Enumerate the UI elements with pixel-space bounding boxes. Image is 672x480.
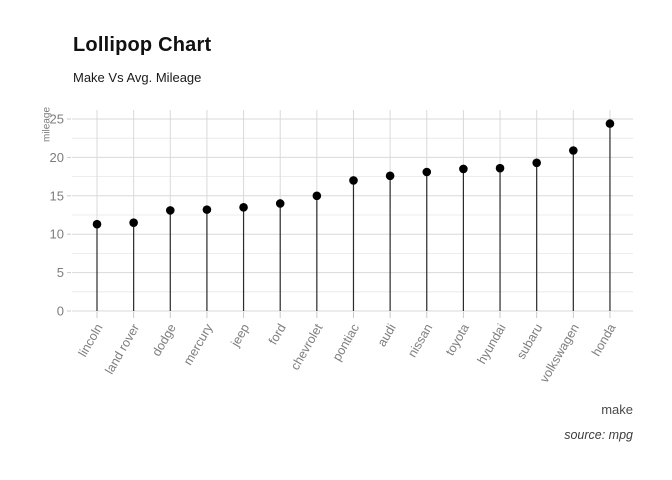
lollipop-dot: [495, 163, 505, 173]
y-tick-label: 0: [57, 304, 64, 319]
lollipop-dot: [459, 164, 468, 174]
x-tick-label: pontiac: [330, 322, 362, 364]
x-tick-label: volkswagen: [537, 321, 582, 385]
x-tick-label: subaru: [514, 321, 545, 361]
x-tick-label: chevrolet: [288, 321, 326, 372]
y-axis-title: mileage: [41, 106, 53, 143]
x-tick-label: dodge: [149, 321, 179, 358]
lollipop-dot: [239, 203, 248, 212]
lollipop-dot: [349, 176, 358, 185]
x-tick-label: honda: [589, 321, 619, 358]
x-tick-label: jeep: [228, 321, 252, 349]
lollipop-dot: [569, 146, 578, 155]
x-tick-label: nissan: [405, 321, 435, 359]
x-tick-label: mercury: [181, 321, 216, 368]
x-tick-label: ford: [266, 321, 289, 347]
x-tick-label: lincoln: [76, 321, 106, 359]
lollipop-dot: [605, 119, 615, 128]
x-tick-label: land rover: [102, 322, 142, 377]
lollipop-dot: [165, 206, 175, 215]
y-tick-label: 20: [50, 150, 64, 165]
y-tick-label: 15: [50, 188, 64, 203]
x-tick-label: audi: [375, 322, 399, 349]
y-tick-label: 10: [50, 227, 64, 242]
lollipop-dot: [422, 167, 432, 177]
y-tick-label: 5: [57, 265, 64, 280]
lollipop-dot: [92, 219, 102, 229]
lollipop-dot: [532, 158, 541, 168]
lollipop-dot: [129, 218, 138, 227]
y-tick-label: 25: [50, 112, 64, 127]
x-tick-label: toyota: [443, 321, 472, 358]
page-subtitle: Make Vs Avg. Mileage: [73, 70, 202, 85]
x-tick-label: hyundai: [475, 322, 509, 367]
x-axis-title: make: [601, 402, 633, 417]
page-title: Lollipop Chart: [73, 34, 212, 56]
lollipop-dot: [385, 171, 395, 181]
lollipop-dot: [275, 199, 285, 208]
lollipop-dot: [312, 191, 322, 201]
source-caption: source: mpg: [564, 428, 633, 442]
lollipop-dot: [202, 205, 212, 214]
